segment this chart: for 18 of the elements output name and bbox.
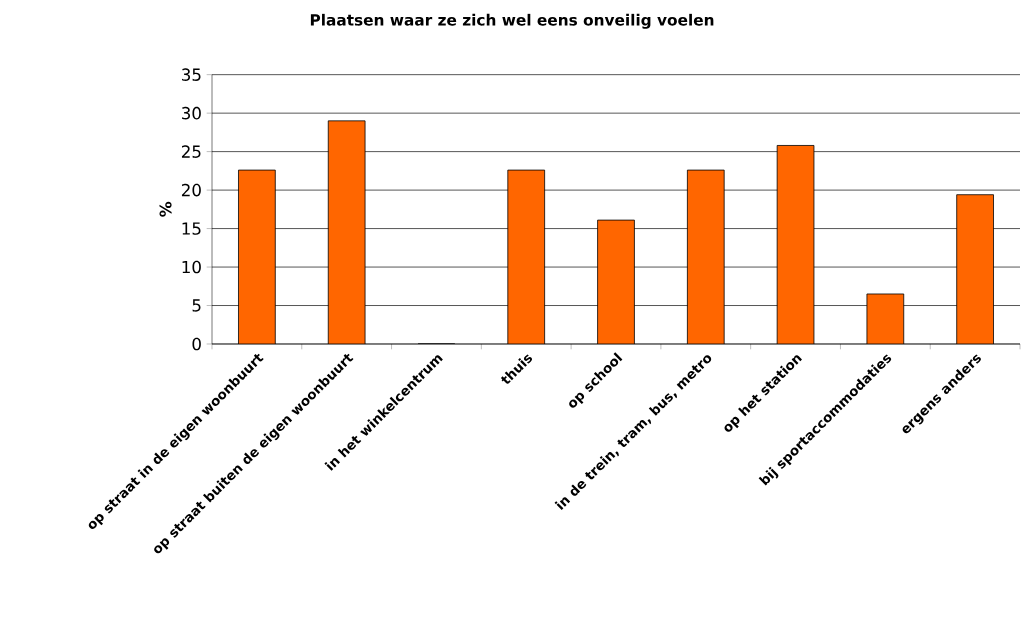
bar	[327, 120, 366, 344]
bar	[238, 169, 276, 344]
y-tick-label: 30	[182, 106, 201, 120]
bar	[956, 194, 994, 344]
chart-title: Plaatsen waar ze zich wel eens onveilig voelen	[310, 13, 714, 29]
y-tick-label: 25	[181, 145, 201, 158]
y-axis-title: %	[159, 201, 172, 217]
bar	[597, 219, 635, 344]
bar	[866, 293, 905, 344]
y-tick-label: 0	[192, 337, 201, 351]
y-tick-label: 10	[182, 260, 201, 274]
bar	[686, 169, 725, 344]
y-tick-label: 35	[182, 68, 201, 81]
y-tick-label: 15	[182, 222, 201, 235]
y-tick-label: 5	[192, 299, 201, 312]
bar	[776, 145, 815, 344]
y-tick-label: 20	[181, 183, 201, 197]
bar	[507, 169, 546, 344]
